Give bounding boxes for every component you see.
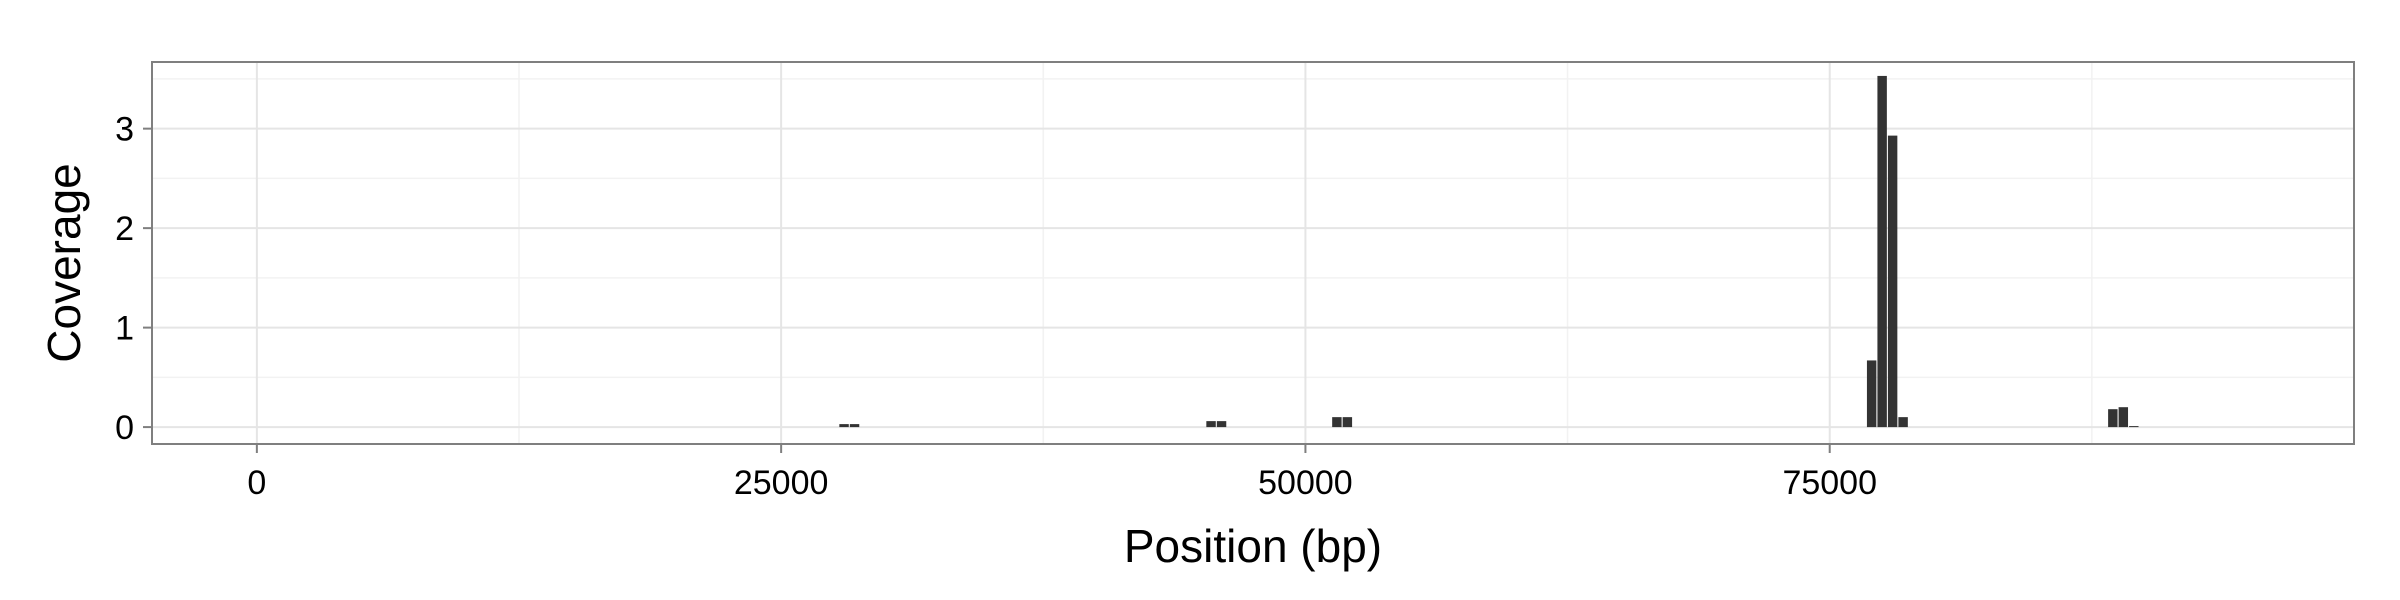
- x-axis: 0 25000 50000 75000: [247, 444, 1877, 502]
- coverage-bar: [1898, 417, 1908, 428]
- y-tick-label: 2: [115, 210, 134, 248]
- y-axis: 0 1 2 3: [115, 111, 152, 447]
- coverage-bar: [2108, 409, 2118, 428]
- minor-gridlines: [152, 62, 2354, 444]
- coverage-bar: [839, 424, 849, 428]
- plot-panel: [152, 62, 2354, 444]
- x-tick-label: 50000: [1258, 464, 1353, 502]
- coverage-bars: [839, 75, 2139, 428]
- coverage-bar: [2129, 426, 2139, 428]
- coverage-bar: [1216, 421, 1227, 428]
- coverage-bar: [1887, 135, 1898, 428]
- coverage-bar: [1332, 417, 1342, 428]
- coverage-bar: [1866, 360, 1877, 428]
- coverage-bar: [2118, 407, 2129, 428]
- y-tick-label: 0: [115, 409, 134, 447]
- x-axis-title: Position (bp): [1124, 520, 1382, 572]
- coverage-bar: [1877, 75, 1887, 428]
- y-tick-label: 1: [115, 310, 134, 348]
- plot-border: [151, 61, 2355, 445]
- y-tick-label: 3: [115, 111, 134, 149]
- x-tick-label: 25000: [734, 464, 829, 502]
- coverage-bar: [1206, 421, 1216, 428]
- coverage-bar: [849, 424, 860, 428]
- major-gridlines: [152, 62, 2354, 444]
- x-tick-label: 75000: [1782, 464, 1877, 502]
- coverage-bar: [1342, 417, 1353, 428]
- y-axis-title: Coverage: [38, 163, 90, 362]
- x-tick-label: 0: [247, 464, 266, 502]
